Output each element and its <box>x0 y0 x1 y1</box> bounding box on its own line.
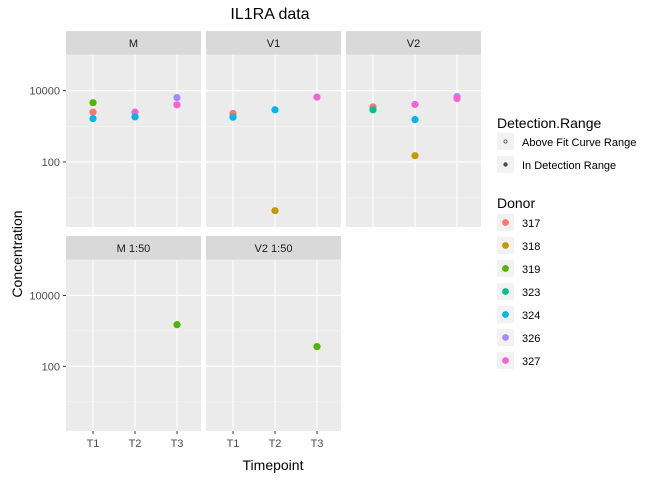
y-tick-label: 100 <box>42 157 60 169</box>
legend-donor-label: 324 <box>522 310 540 322</box>
x-tick-label: T2 <box>269 438 282 450</box>
panel-background <box>206 260 341 431</box>
panel-background <box>346 55 481 227</box>
data-point-donor-323 <box>369 106 377 114</box>
panel-background <box>206 55 341 227</box>
legend-donor-label: 318 <box>522 241 540 253</box>
data-point-donor-318 <box>411 152 419 160</box>
facet-strip-label: V1 <box>267 38 280 50</box>
legend-key-donor-319 <box>502 265 509 272</box>
data-point-donor-327 <box>411 100 419 109</box>
panel-background <box>66 260 201 431</box>
legend-key-solid-point <box>503 162 508 167</box>
data-point-donor-327 <box>313 93 321 101</box>
x-tick-label: T1 <box>87 438 100 450</box>
x-axis-title: Timepoint <box>243 457 304 473</box>
data-point-donor-326 <box>173 93 181 102</box>
x-tick-label: T2 <box>129 438 142 450</box>
legend-detection-range-title: Detection.Range <box>497 115 602 131</box>
x-tick-label: T1 <box>227 438 240 450</box>
legend-donor-label: 323 <box>522 287 540 299</box>
facet-v2: V2 <box>346 31 481 227</box>
legend-donor-label: 317 <box>522 218 540 230</box>
legend-donor-label: 326 <box>522 333 540 345</box>
legend-key-donor-318 <box>502 242 509 249</box>
data-point-donor-327 <box>453 94 461 103</box>
data-point-donor-318 <box>271 207 279 215</box>
data-point-donor-327 <box>173 101 181 109</box>
legend-donor: Donor 317 318 319 323 324 326 327 <box>497 195 540 369</box>
legend-donor-label: 327 <box>522 356 540 368</box>
facet-v1: V1 <box>206 31 341 227</box>
facet-strip-label: M 1:50 <box>117 243 151 255</box>
facet-m-1-50: M 1:50 100 10000 T1 T2 T3 <box>29 236 201 450</box>
legend-key-hollow-point <box>503 139 508 144</box>
facet-strip-label: V2 1:50 <box>255 243 293 255</box>
data-point-donor-324 <box>131 113 139 121</box>
legend-key-background <box>497 133 514 150</box>
y-tick-label: 10000 <box>29 290 60 302</box>
legend-detection-range: Detection.Range Above Fit Curve Range In … <box>497 115 636 173</box>
x-tick-label: T3 <box>311 438 324 450</box>
facet-strip-label: M <box>129 38 138 50</box>
legend-donor-title: Donor <box>497 195 535 211</box>
panel-background <box>66 55 201 227</box>
facet-strip-label: V2 <box>407 38 420 50</box>
y-axis-title: Concentration <box>9 210 25 297</box>
legend-key-donor-323 <box>502 288 509 295</box>
facet-strip <box>206 236 341 260</box>
y-tick-label: 10000 <box>29 86 60 98</box>
data-point-donor-324 <box>229 113 237 121</box>
data-point-donor-324 <box>89 114 97 123</box>
data-point-donor-319 <box>89 99 97 107</box>
legend-key-donor-326 <box>502 334 509 341</box>
legend-detection-range-label: In Detection Range <box>522 160 616 172</box>
data-point-donor-319 <box>173 321 181 329</box>
facet-strip <box>346 31 481 55</box>
facet-strip <box>66 31 201 55</box>
data-point-donor-317 <box>89 108 97 116</box>
chart-title: IL1RA data <box>230 6 309 23</box>
facet-strip <box>206 31 341 55</box>
facet-v2-1-50: V2 1:50 T1 T2 T3 <box>206 236 341 450</box>
legend-donor-label: 319 <box>522 264 540 276</box>
y-tick-label: 100 <box>42 361 60 373</box>
facet-m: M 100 10000 <box>29 31 201 227</box>
x-tick-label: T3 <box>171 438 184 450</box>
data-point-donor-324 <box>411 115 419 124</box>
legend-key-donor-317 <box>502 219 509 226</box>
legend-key-donor-327 <box>502 357 509 364</box>
facet-strip <box>66 236 201 260</box>
legend-key-donor-324 <box>502 311 509 318</box>
data-point-donor-324 <box>271 106 279 114</box>
data-point-donor-319 <box>313 343 321 351</box>
legend-detection-range-label: Above Fit Curve Range <box>522 137 636 149</box>
